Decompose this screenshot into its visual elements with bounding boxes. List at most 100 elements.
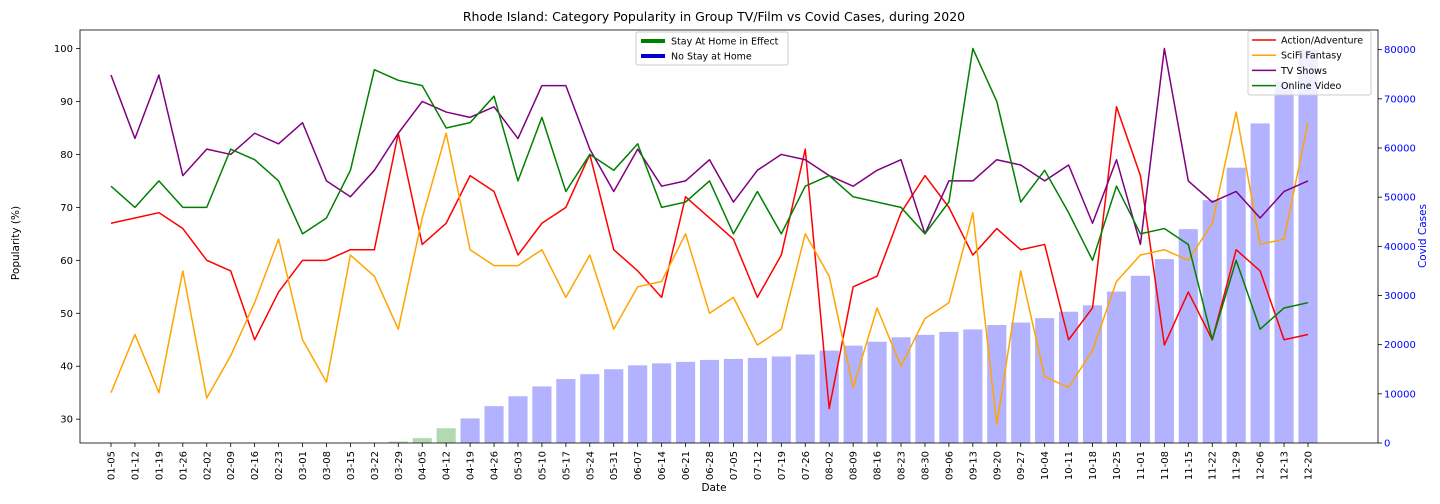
x-tick-label: 05-17 [561,451,572,480]
chart-title: Rhode Island: Category Popularity in Gro… [463,9,965,24]
covid-bar [1202,200,1222,443]
x-tick-label: 09-27 [1016,451,1027,480]
covid-bar [819,350,839,443]
x-tick-label: 03-01 [298,451,309,480]
covid-bar [1106,291,1127,443]
y-tick-label: 100 [54,44,73,55]
x-tick-label: 10-25 [1112,451,1123,480]
x-tick-label: 04-05 [418,451,429,480]
x-tick-label: 04-19 [466,451,477,480]
y2-ticks: 0 10000 20000 30000 40000 50000 60000 70000 8000… [1378,45,1416,450]
covid-bar [628,365,648,443]
y-tick-label: 40 [60,362,73,373]
covid-bar [1154,259,1174,443]
plot-frame [79,29,1379,444]
x-tick-label: 08-16 [873,451,884,480]
x-tick-label: 05-31 [609,451,620,480]
covid-bar [436,428,456,443]
y2-tick-label: 20000 [1384,340,1416,351]
covid-bar [508,396,528,443]
x-tick-label: 12-06 [1256,451,1267,480]
x-ticks: 01-05 01-12 01-19 01-26 02-02 02-09 02-16 02-23… [107,443,1315,480]
x-tick-label: 08-02 [825,451,836,480]
covid-bar [556,379,576,443]
x-axis-label: Date [701,482,726,494]
x-tick-label: 03-22 [370,451,381,480]
legend-label: SciFi Fantasy [1281,51,1342,62]
y2-tick-label: 80000 [1384,45,1416,56]
x-tick-label: 08-30 [920,451,931,480]
x-tick-label: 06-14 [657,451,668,480]
x-tick-label: 07-26 [801,451,812,480]
covid-bar [1082,305,1103,443]
x-tick-label: 10-11 [1064,451,1075,480]
x-tick-label: 12-13 [1280,451,1291,480]
x-tick-label: 02-02 [202,451,213,480]
x-tick-label: 03-08 [322,451,333,480]
legend-box [635,31,789,66]
y-tick-label: 80 [60,150,73,161]
x-tick-label: 08-23 [897,451,908,480]
legend-label: Online Video [1281,81,1341,92]
y2-tick-label: 10000 [1384,389,1416,400]
covid-bar [939,331,959,443]
y-tick-label: 50 [60,309,73,320]
x-tick-label: 04-26 [490,451,501,480]
covid-bar [388,441,408,443]
y-axis-label: Popularity (%) [10,206,22,280]
covid-bar [795,354,815,443]
x-tick-label: 11-22 [1208,451,1219,480]
covid-bar [1298,49,1318,444]
covid-bar [580,374,600,443]
x-tick-label: 07-19 [777,451,788,480]
x-tick-label: 11-15 [1184,451,1195,480]
x-tick-label: 05-24 [585,451,596,480]
covid-bar [747,357,767,443]
y2-tick-label: 30000 [1384,291,1416,302]
x-tick-label: 01-05 [107,451,118,480]
legend-label: TV Shows [1280,66,1327,77]
x-tick-label: 01-26 [178,451,189,480]
x-tick-label: 06-21 [681,451,692,480]
y-tick-label: 60 [60,256,73,267]
covid-bar [867,341,887,443]
series-line [110,111,1309,426]
x-tick-label: 09-06 [944,451,955,480]
covid-bar [1059,311,1079,443]
x-tick-label: 01-19 [154,451,165,480]
covid-bar [843,345,863,443]
covid-bar [652,363,672,443]
x-tick-label: 07-12 [753,451,764,480]
series-line [110,47,1309,246]
x-tick-label: 11-08 [1160,451,1171,480]
covid-bar [1035,318,1055,443]
x-tick-label: 08-09 [849,451,860,480]
y-tick-label: 90 [60,97,73,108]
x-tick-label: 02-09 [226,451,237,480]
covid-bar [484,406,504,444]
covid-bar [412,438,432,443]
x-tick-label: 05-03 [513,451,524,480]
legend-label: Action/Adventure [1281,36,1363,47]
series-line [110,106,1309,410]
x-tick-label: 09-13 [968,451,979,480]
x-tick-label: 11-01 [1136,451,1147,480]
covid-bar [1130,275,1150,443]
y-tick-label: 70 [60,203,73,214]
y-tick-label: 30 [60,415,73,426]
covid-bar [963,329,983,443]
legend-stay-at-home: Stay At Home in Effect No Stay at Home [635,31,789,66]
covid-bar [1250,123,1270,444]
x-tick-label: 12-20 [1304,451,1315,480]
y2-tick-label: 40000 [1384,242,1416,253]
x-tick-label: 07-05 [729,451,740,480]
x-tick-label: 03-15 [346,451,357,480]
y2-tick-label: 60000 [1384,144,1416,155]
covid-bar [987,325,1007,443]
x-tick-label: 04-12 [442,451,453,480]
legend-label: No Stay at Home [671,52,752,63]
series-lines [110,47,1309,426]
x-tick-label: 10-18 [1088,451,1099,480]
covid-bar [891,337,911,443]
